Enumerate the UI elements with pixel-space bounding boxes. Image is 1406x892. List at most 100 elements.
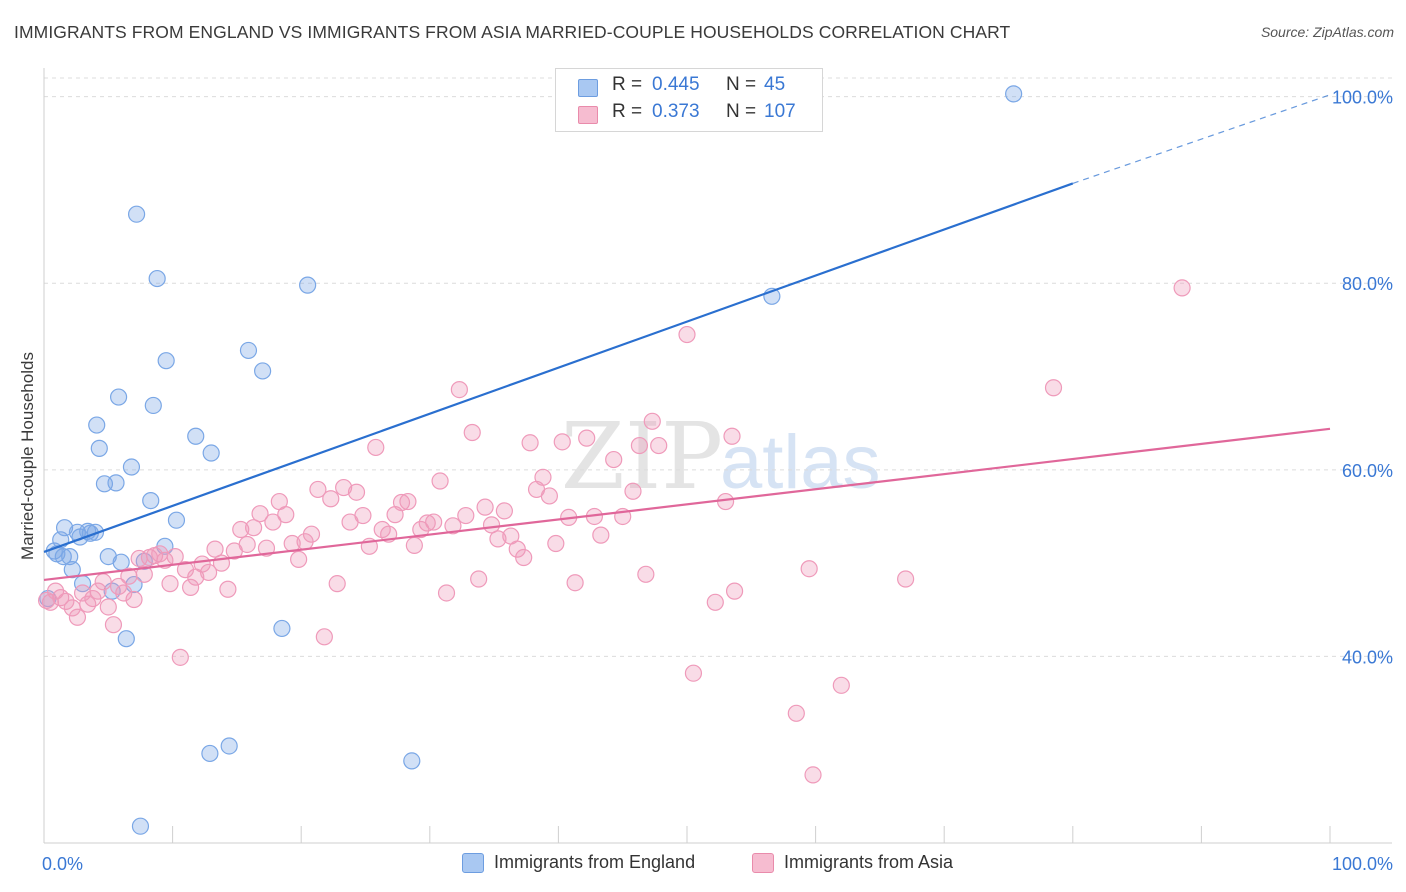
- data-point-asia: [392, 493, 411, 512]
- data-point-asia: [450, 380, 468, 399]
- data-point-asia: [624, 482, 642, 500]
- data-point-asia: [335, 478, 353, 497]
- data-point-asia: [161, 575, 179, 593]
- watermark-atlas: atlas: [720, 420, 881, 505]
- y-tick-label: 40.0%: [1342, 647, 1393, 667]
- data-point-asia: [309, 480, 327, 499]
- data-point-asia: [104, 616, 123, 634]
- data-point-asia: [405, 536, 423, 554]
- data-point-england: [299, 276, 317, 294]
- data-point-asia: [245, 519, 263, 537]
- data-point-england: [55, 519, 74, 537]
- data-point-asia: [166, 547, 184, 566]
- data-point-asia: [800, 560, 818, 578]
- data-point-england: [148, 269, 166, 288]
- y-tick-label: 60.0%: [1342, 461, 1393, 481]
- data-point-england: [201, 744, 219, 763]
- y-tick-label: 100.0%: [1332, 88, 1393, 108]
- watermark: ZIP atlas: [561, 403, 881, 510]
- data-point-england: [54, 547, 72, 566]
- trend-lines: [43, 94, 1331, 582]
- data-point-asia: [637, 565, 655, 583]
- legend-n-label: N =: [726, 101, 757, 122]
- correlation-legend: R = 0.445 N = 45 R = 0.373 N = 107: [555, 68, 823, 132]
- bottom-legend-swatch-asia: [752, 853, 774, 873]
- data-point-asia: [94, 573, 112, 591]
- data-point-asia: [99, 598, 117, 616]
- legend-n-value: 45: [764, 74, 786, 95]
- chart-title: IMMIGRANTS FROM ENGLAND VS IMMIGRANTS FR…: [14, 22, 1011, 42]
- data-point-england: [112, 553, 130, 571]
- x-tick-label: 100.0%: [1332, 854, 1393, 874]
- data-point-asia: [534, 468, 552, 486]
- data-point-asia: [1173, 279, 1191, 297]
- data-point-england: [142, 492, 160, 510]
- data-point-england: [239, 341, 258, 360]
- data-point-asia: [277, 506, 295, 524]
- bottom-legend-label-asia: Immigrants from Asia: [784, 852, 954, 872]
- data-point-asia: [463, 423, 481, 442]
- data-point-asia: [678, 325, 696, 344]
- data-point-england: [403, 752, 421, 770]
- watermark-zip: ZIP: [561, 403, 723, 510]
- data-point-asia: [251, 505, 269, 523]
- series-asia: [37, 279, 1191, 784]
- data-point-england: [187, 427, 205, 445]
- data-point-england: [88, 416, 106, 434]
- data-point-asia: [630, 436, 649, 455]
- data-point-asia: [302, 525, 321, 543]
- data-point-england: [122, 458, 141, 476]
- data-point-asia: [684, 664, 703, 682]
- data-point-asia: [787, 704, 805, 722]
- x-tick-label: 0.0%: [42, 854, 83, 874]
- legend-r-value: 0.373: [652, 101, 700, 122]
- data-point-asia: [470, 570, 488, 588]
- data-point-asia: [897, 570, 915, 588]
- axes: [43, 68, 1392, 844]
- data-point-asia: [412, 520, 430, 539]
- data-point-asia: [605, 450, 623, 469]
- data-point-asia: [182, 578, 200, 596]
- data-point-asia: [328, 575, 346, 593]
- data-point-asia: [437, 584, 456, 602]
- data-point-england: [117, 630, 135, 648]
- legend-swatch-england: [578, 79, 598, 97]
- data-point-england: [90, 439, 108, 457]
- source-label: Source: ZipAtlas.com: [1260, 24, 1394, 40]
- data-point-asia: [495, 502, 513, 520]
- data-point-england: [220, 737, 238, 755]
- tick-labels: 40.0% 60.0% 80.0% 100.0% 0.0% 100.0%: [42, 88, 1393, 874]
- data-point-asia: [418, 514, 436, 532]
- data-point-asia: [804, 766, 822, 784]
- legend-n-value: 107: [764, 101, 796, 122]
- data-point-asia: [290, 550, 308, 568]
- data-point-asia: [592, 526, 610, 544]
- data-point-england: [61, 547, 79, 566]
- data-point-asia: [200, 563, 218, 582]
- data-point-asia: [521, 434, 539, 452]
- data-point-asia: [476, 498, 494, 516]
- data-point-asia: [68, 608, 87, 626]
- data-point-asia: [206, 540, 224, 558]
- data-point-asia: [238, 535, 256, 554]
- data-point-asia: [322, 490, 340, 508]
- data-point-asia: [515, 548, 533, 567]
- data-point-asia: [219, 580, 237, 598]
- data-point-asia: [125, 590, 143, 609]
- bottom-legend-swatch-england: [462, 853, 484, 873]
- data-point-asia: [367, 438, 385, 457]
- data-point-asia: [547, 534, 565, 553]
- data-point-asia: [89, 582, 107, 600]
- trend-line-asia: [43, 427, 1331, 582]
- data-point-asia: [171, 648, 189, 666]
- data-point-asia: [1044, 379, 1063, 397]
- legend-n-label: N =: [726, 74, 757, 95]
- data-point-england: [107, 474, 125, 492]
- legend-r-label: R =: [612, 101, 643, 122]
- data-point-asia: [135, 565, 153, 583]
- data-point-asia: [354, 506, 372, 525]
- data-point-england: [1005, 85, 1023, 103]
- data-point-asia: [643, 412, 661, 430]
- data-point-england: [109, 388, 128, 406]
- data-point-asia: [347, 483, 366, 501]
